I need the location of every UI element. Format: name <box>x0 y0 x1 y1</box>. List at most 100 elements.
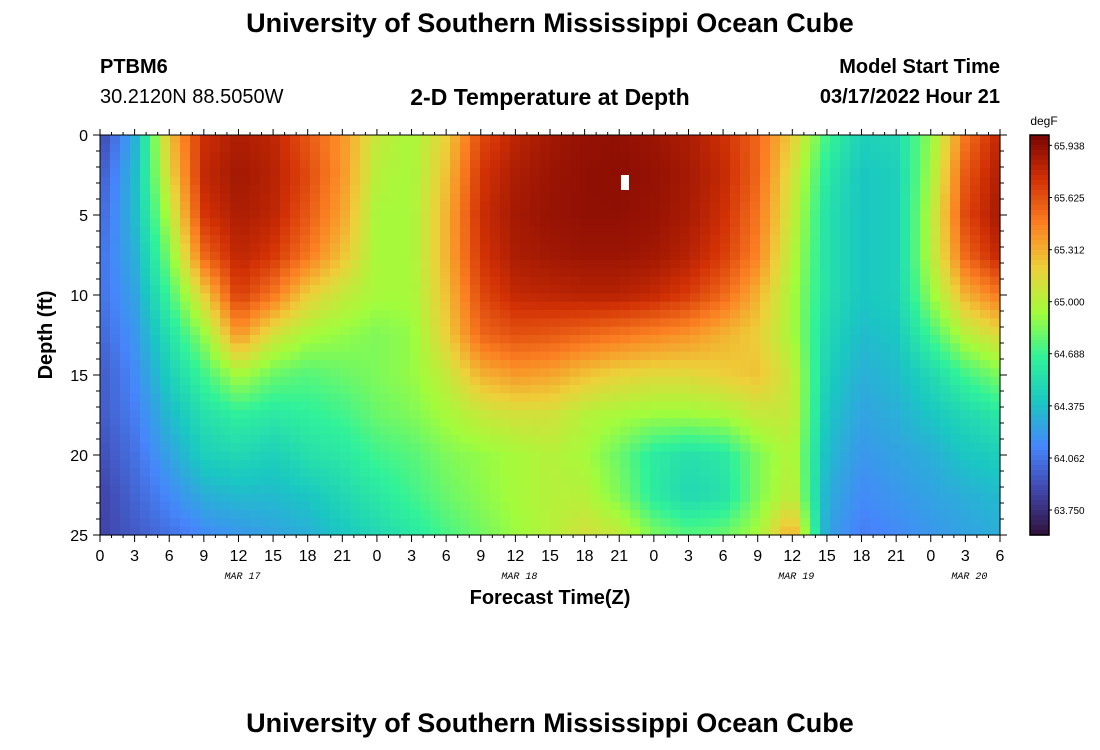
heatmap-cell <box>240 510 251 519</box>
heatmap-cell <box>470 410 481 419</box>
heatmap-cell <box>860 335 871 344</box>
heatmap-cell <box>110 468 121 478</box>
heatmap-cell <box>770 235 781 244</box>
heatmap-cell <box>860 151 871 161</box>
heatmap-cell <box>130 518 141 528</box>
heatmap-cell <box>960 318 971 328</box>
heatmap-cell <box>870 526 881 536</box>
heatmap-cell <box>970 335 981 344</box>
heatmap-cell <box>230 451 241 461</box>
heatmap-cell <box>130 268 141 278</box>
heatmap-cell <box>620 385 631 394</box>
heatmap-cell <box>440 210 451 219</box>
heatmap-cell <box>390 193 401 203</box>
heatmap-cell <box>310 393 321 403</box>
heatmap-cell <box>220 135 231 144</box>
heatmap-cell <box>710 151 721 161</box>
heatmap-cell <box>400 310 411 319</box>
heatmap-cell <box>720 485 731 494</box>
heatmap-cell <box>110 393 121 403</box>
heatmap-cell <box>570 435 581 444</box>
heatmap-cell <box>980 385 991 394</box>
heatmap-cell <box>600 401 611 411</box>
heatmap-cell <box>470 185 481 194</box>
heatmap-cell <box>520 460 531 469</box>
heatmap-cell <box>100 518 111 528</box>
colorbar-segment <box>1030 340 1049 346</box>
heatmap-cell <box>310 451 321 461</box>
heatmap-cell <box>900 360 911 369</box>
heatmap-cell <box>580 401 591 411</box>
heatmap-cell <box>720 360 731 369</box>
heatmap-cell <box>290 226 301 236</box>
heatmap-cell <box>570 218 581 228</box>
colorbar-segment <box>1030 135 1049 141</box>
heatmap-cell <box>150 168 161 178</box>
heatmap-cell <box>510 235 521 244</box>
heatmap-cell <box>210 510 221 519</box>
heatmap-cell <box>140 443 151 453</box>
heatmap-cell <box>420 151 431 161</box>
heatmap-cell <box>290 476 301 486</box>
heatmap-cell <box>340 201 351 211</box>
heatmap-cell <box>230 526 241 536</box>
heatmap-cell <box>980 193 991 203</box>
heatmap-cell <box>980 293 991 303</box>
heatmap-cell <box>930 268 941 278</box>
heatmap-cell <box>140 510 151 519</box>
heatmap-cell <box>110 285 121 294</box>
heatmap-cell <box>660 185 671 194</box>
heatmap-cell <box>490 185 501 194</box>
heatmap-cell <box>280 301 291 311</box>
heatmap-cell <box>560 501 571 511</box>
heatmap-cell <box>630 260 641 269</box>
heatmap-cell <box>510 460 521 469</box>
heatmap-cell <box>500 285 511 294</box>
colorbar-segment <box>1030 505 1049 511</box>
heatmap-cell <box>140 401 151 411</box>
heatmap-cell <box>240 193 251 203</box>
heatmap-cell <box>320 268 331 278</box>
heatmap-cell <box>750 210 761 219</box>
heatmap-cell <box>690 343 701 353</box>
heatmap-cell <box>510 335 521 344</box>
heatmap-cell <box>770 351 781 361</box>
heatmap-cell <box>430 510 441 519</box>
heatmap-cell <box>980 410 991 419</box>
heatmap-cell <box>970 526 981 536</box>
heatmap-cell <box>740 210 751 219</box>
heatmap-cell <box>950 160 961 169</box>
heatmap-cell <box>730 210 741 219</box>
heatmap-cell <box>450 510 461 519</box>
heatmap-cell <box>570 135 581 144</box>
heatmap-cell <box>700 176 711 186</box>
heatmap-cell <box>770 168 781 178</box>
heatmap-cell <box>500 318 511 328</box>
heatmap-cell <box>350 143 361 153</box>
heatmap-cell <box>360 351 371 361</box>
heatmap-cell <box>370 443 381 453</box>
heatmap-cell <box>630 435 641 444</box>
heatmap-cell <box>760 510 771 519</box>
heatmap-cell <box>930 285 941 294</box>
heatmap-cell <box>270 260 281 269</box>
heatmap-cell <box>410 343 421 353</box>
heatmap-cell <box>800 293 811 303</box>
heatmap-cell <box>490 276 501 286</box>
heatmap-cell <box>790 410 801 419</box>
heatmap-cell <box>710 260 721 269</box>
heatmap-cell <box>790 135 801 144</box>
x-tick-label: 0 <box>649 548 658 565</box>
heatmap-cell <box>560 426 571 436</box>
heatmap-cell <box>780 335 791 344</box>
heatmap-cell <box>530 251 541 261</box>
heatmap-cell <box>850 326 861 336</box>
heatmap-cell <box>740 235 751 244</box>
heatmap-cell <box>460 151 471 161</box>
heatmap-cell <box>400 435 411 444</box>
heatmap-cell <box>430 326 441 336</box>
heatmap-cell <box>270 226 281 236</box>
heatmap-cell <box>500 243 511 253</box>
heatmap-cell <box>320 210 331 219</box>
y-tick-label: 10 <box>70 288 88 305</box>
